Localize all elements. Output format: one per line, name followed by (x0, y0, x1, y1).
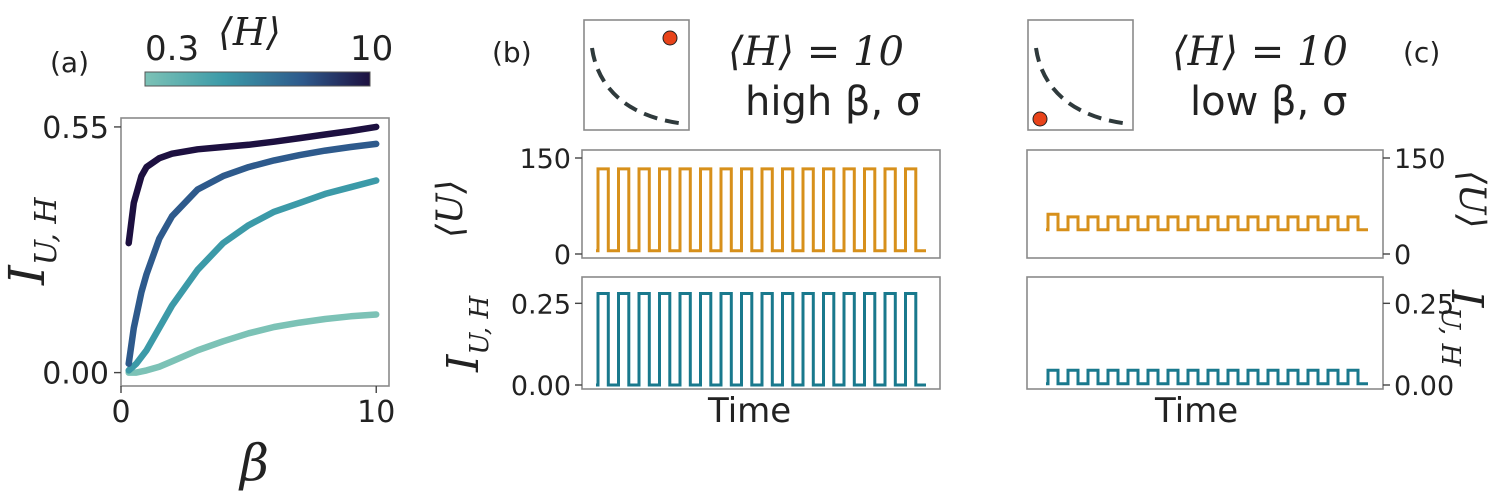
y-tick-label: 0.25 (511, 289, 571, 320)
x-tick-label: 0 (111, 395, 130, 430)
y-tick-label: 150 (1394, 144, 1446, 175)
panel-c-U-series (1046, 212, 1368, 232)
panel-a-xlabel: β (238, 434, 269, 492)
y-tick-label: 0.25 (1394, 289, 1454, 320)
panel-c-inset-curve (1034, 47, 1131, 126)
colorbar (144, 71, 371, 87)
panel-c-top-frame (1026, 149, 1384, 259)
panel-b-U-series (596, 167, 926, 253)
panel-c-xlabel: Time (1154, 391, 1238, 431)
panel-c-title-line2: low β, σ (1190, 79, 1347, 125)
panel-a-ylabel: IU, H (0, 197, 64, 286)
panel-b-inset-curve (590, 47, 687, 126)
panel-c-title-line1: ⟨H⟩ = 10 (1172, 29, 1348, 75)
panel-a: (a) 0.3 10 ⟨H⟩ 0.00 0.55 0 10 IU, H β (0, 10, 395, 492)
series-line-3 (125, 140, 380, 367)
panel-a-ticks: 0.00 0.55 0 10 (42, 111, 395, 430)
panel-b-bottom-frame (581, 276, 941, 390)
colorbar-label: ⟨H⟩ (218, 10, 281, 54)
panel-b-bottom-series (596, 292, 926, 387)
panel-b-I-series (596, 292, 926, 387)
panel-b-top-series (596, 167, 926, 253)
panel-b-top-ylabel: ⟨U⟩ (430, 180, 471, 238)
panel-b-top-frame (581, 149, 941, 259)
panel-c-top-series (1046, 212, 1368, 232)
y-tick-label: 150 (519, 144, 571, 175)
colorbar-max-label: 10 (350, 29, 393, 69)
panel-b-xlabel: Time (707, 391, 791, 431)
series-line-4 (125, 123, 380, 247)
panel-b-title-line2: high β, σ (745, 79, 921, 125)
y-tick-label: 0.55 (42, 111, 109, 146)
panel-c-inset (1027, 19, 1134, 131)
series-line-2 (125, 177, 380, 374)
panel-c-I-series (1046, 368, 1368, 386)
y-tick-label: 0.00 (511, 371, 571, 402)
panel-b-label: (b) (492, 36, 532, 69)
panel-c-inset-dot (1032, 111, 1048, 127)
y-tick-label: 0.00 (42, 357, 109, 392)
y-tick-label: 0 (1394, 240, 1411, 271)
series-line-1 (125, 311, 380, 376)
panel-c-bottom-frame (1026, 276, 1384, 390)
panel-c-label: (c) (1403, 36, 1440, 69)
panel-c-bottom-ylabel: IU, H (1435, 289, 1492, 367)
panel-c-top-ylabel: ⟨U⟩ (1451, 170, 1492, 228)
panel-a-label: (a) (50, 46, 89, 79)
y-tick-label: 0 (554, 240, 571, 271)
panel-a-series (125, 123, 380, 376)
x-tick-label: 10 (357, 395, 395, 430)
y-tick-label: 0.00 (1394, 371, 1454, 402)
panel-c-ticks: 150 0 0.25 0.00 (1383, 144, 1454, 402)
panel-b-ticks: 150 0 0.25 0.00 (511, 144, 582, 402)
panel-b-inset (583, 19, 690, 131)
panel-a-axes-frame (120, 117, 390, 387)
colorbar-min-label: 0.3 (145, 29, 199, 69)
panel-c-bottom-series (1046, 368, 1368, 386)
panel-b-inset-dot (662, 30, 678, 46)
panel-b-bottom-ylabel: IU, H (438, 295, 495, 373)
panel-c: (c) ⟨H⟩ = 10 low β, σ 150 0 0.25 0.00 ⟨U⟩ I… (1026, 19, 1492, 431)
panel-b-title-line1: ⟨H⟩ = 10 (728, 29, 904, 75)
